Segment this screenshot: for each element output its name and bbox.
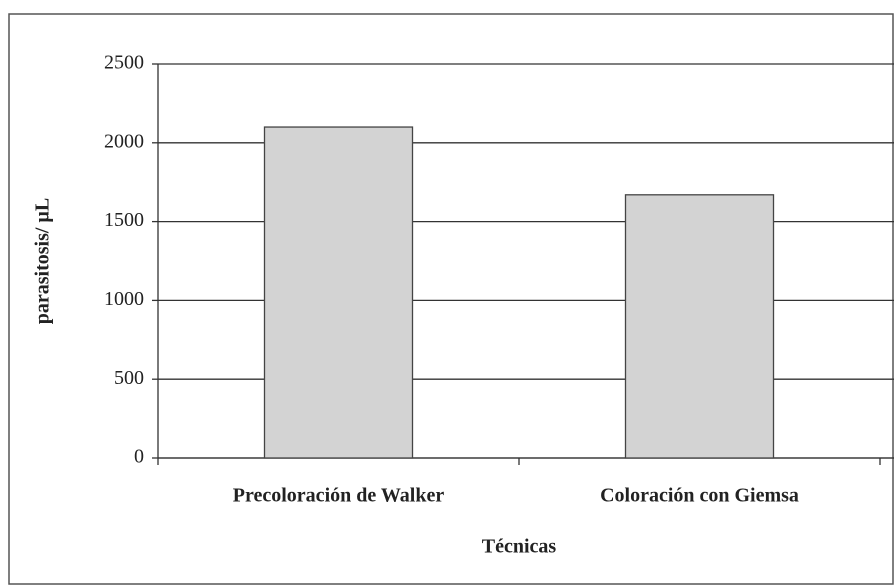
y-tick-label: 1000 — [104, 288, 144, 310]
x-tick-label: Coloración con Giemsa — [600, 485, 799, 507]
y-tick-label: 1500 — [104, 209, 144, 231]
y-axis-title: parasitosis/ µL — [32, 198, 54, 325]
bar — [624, 194, 775, 459]
y-tick-label: 2500 — [104, 52, 144, 74]
y-tick-label: 500 — [114, 367, 144, 389]
y-tick-label: 0 — [134, 446, 144, 468]
x-tick-label: Precoloración de Walker — [233, 485, 445, 507]
x-axis-title: Técnicas — [482, 536, 557, 558]
y-tick-label: 2000 — [104, 130, 144, 152]
bar — [263, 126, 414, 459]
